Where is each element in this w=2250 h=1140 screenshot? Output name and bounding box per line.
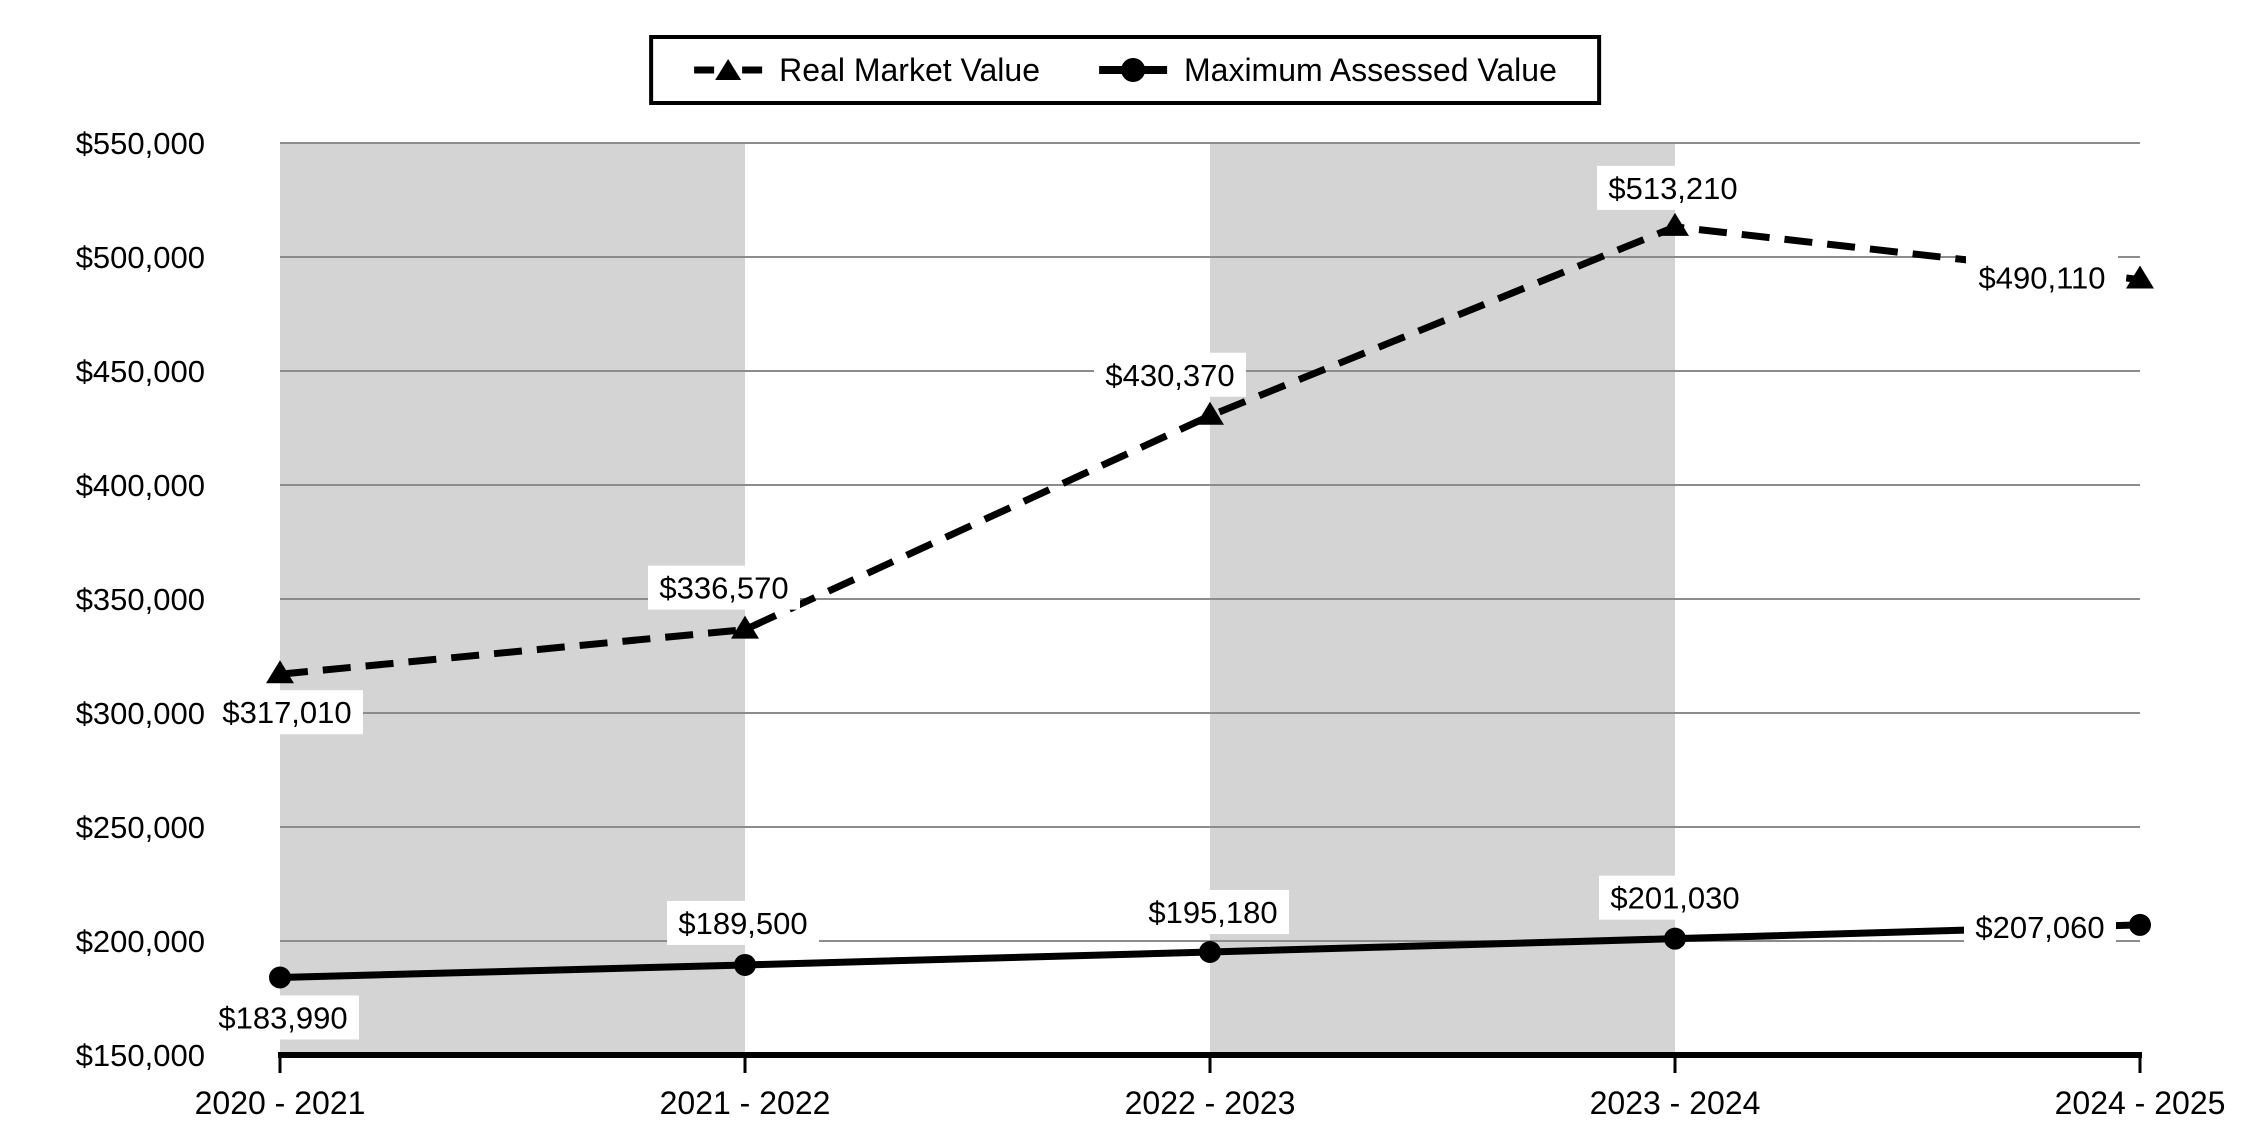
data-label-background [207, 995, 359, 1040]
data-label: $189,500 [678, 906, 807, 941]
data-label: $336,570 [659, 571, 788, 606]
data-label-background [1964, 904, 2116, 949]
data-label: $207,060 [1975, 910, 2104, 945]
y-tick-label: $550,000 [76, 126, 205, 161]
data-label: $195,180 [1148, 895, 1277, 930]
data-label-background [1094, 352, 1246, 397]
y-tick-label: $300,000 [76, 696, 205, 731]
y-tick-label: $400,000 [76, 468, 205, 503]
data-label-background [1966, 255, 2118, 300]
y-tick-label: $450,000 [76, 354, 205, 389]
y-tick-label: $350,000 [76, 582, 205, 617]
dashed-line-triangle-marker-icon [694, 59, 763, 80]
circle-marker [1664, 927, 1686, 950]
data-label-background [648, 565, 800, 610]
triangle-marker [731, 615, 759, 639]
data-label-background [1137, 889, 1289, 934]
data-label: $317,010 [222, 695, 351, 730]
triangle-marker [266, 660, 294, 684]
y-tick-label: $150,000 [76, 1038, 205, 1073]
data-label-background [1599, 875, 1751, 920]
y-tick-label: $250,000 [76, 810, 205, 845]
legend-label-maximum-assessed-value: Maximum Assessed Value [1183, 52, 1557, 88]
triangle-marker [1661, 212, 1689, 236]
x-tick-label: 2020 - 2021 [195, 1085, 366, 1121]
circle-marker [2129, 913, 2151, 936]
x-tick-label: 2024 - 2025 [2055, 1085, 2226, 1121]
legend-label-real-market-value: Real Market Value [779, 52, 1040, 88]
data-label: $430,370 [1105, 358, 1234, 393]
data-label: $513,210 [1608, 171, 1737, 206]
legend: Real Market Value Maximum Assessed Value [649, 35, 1601, 105]
data-label-background [667, 900, 819, 945]
circle-marker [269, 966, 291, 989]
data-label-background [211, 690, 363, 735]
y-tick-label: $200,000 [76, 924, 205, 959]
triangle-marker [1196, 401, 1224, 425]
legend-item-maximum-assessed-value: Maximum Assessed Value [1098, 54, 1557, 86]
circle-marker [1199, 940, 1221, 963]
x-tick-label: 2022 - 2023 [1125, 1085, 1296, 1121]
legend-item-real-market-value: Real Market Value [693, 54, 1040, 86]
solid-line-circle-marker-icon [1098, 58, 1167, 82]
data-label: $183,990 [218, 1001, 347, 1036]
x-tick-label: 2021 - 2022 [660, 1085, 831, 1121]
y-tick-label: $500,000 [76, 240, 205, 275]
circle-marker [734, 953, 756, 976]
data-label: $201,030 [1610, 881, 1739, 916]
data-label: $490,110 [1979, 261, 2106, 296]
series-line-real-market-value [279, 223, 2141, 678]
triangle-marker [2126, 265, 2154, 289]
x-tick-label: 2023 - 2024 [1590, 1085, 1761, 1121]
data-label-background [1597, 165, 1749, 210]
